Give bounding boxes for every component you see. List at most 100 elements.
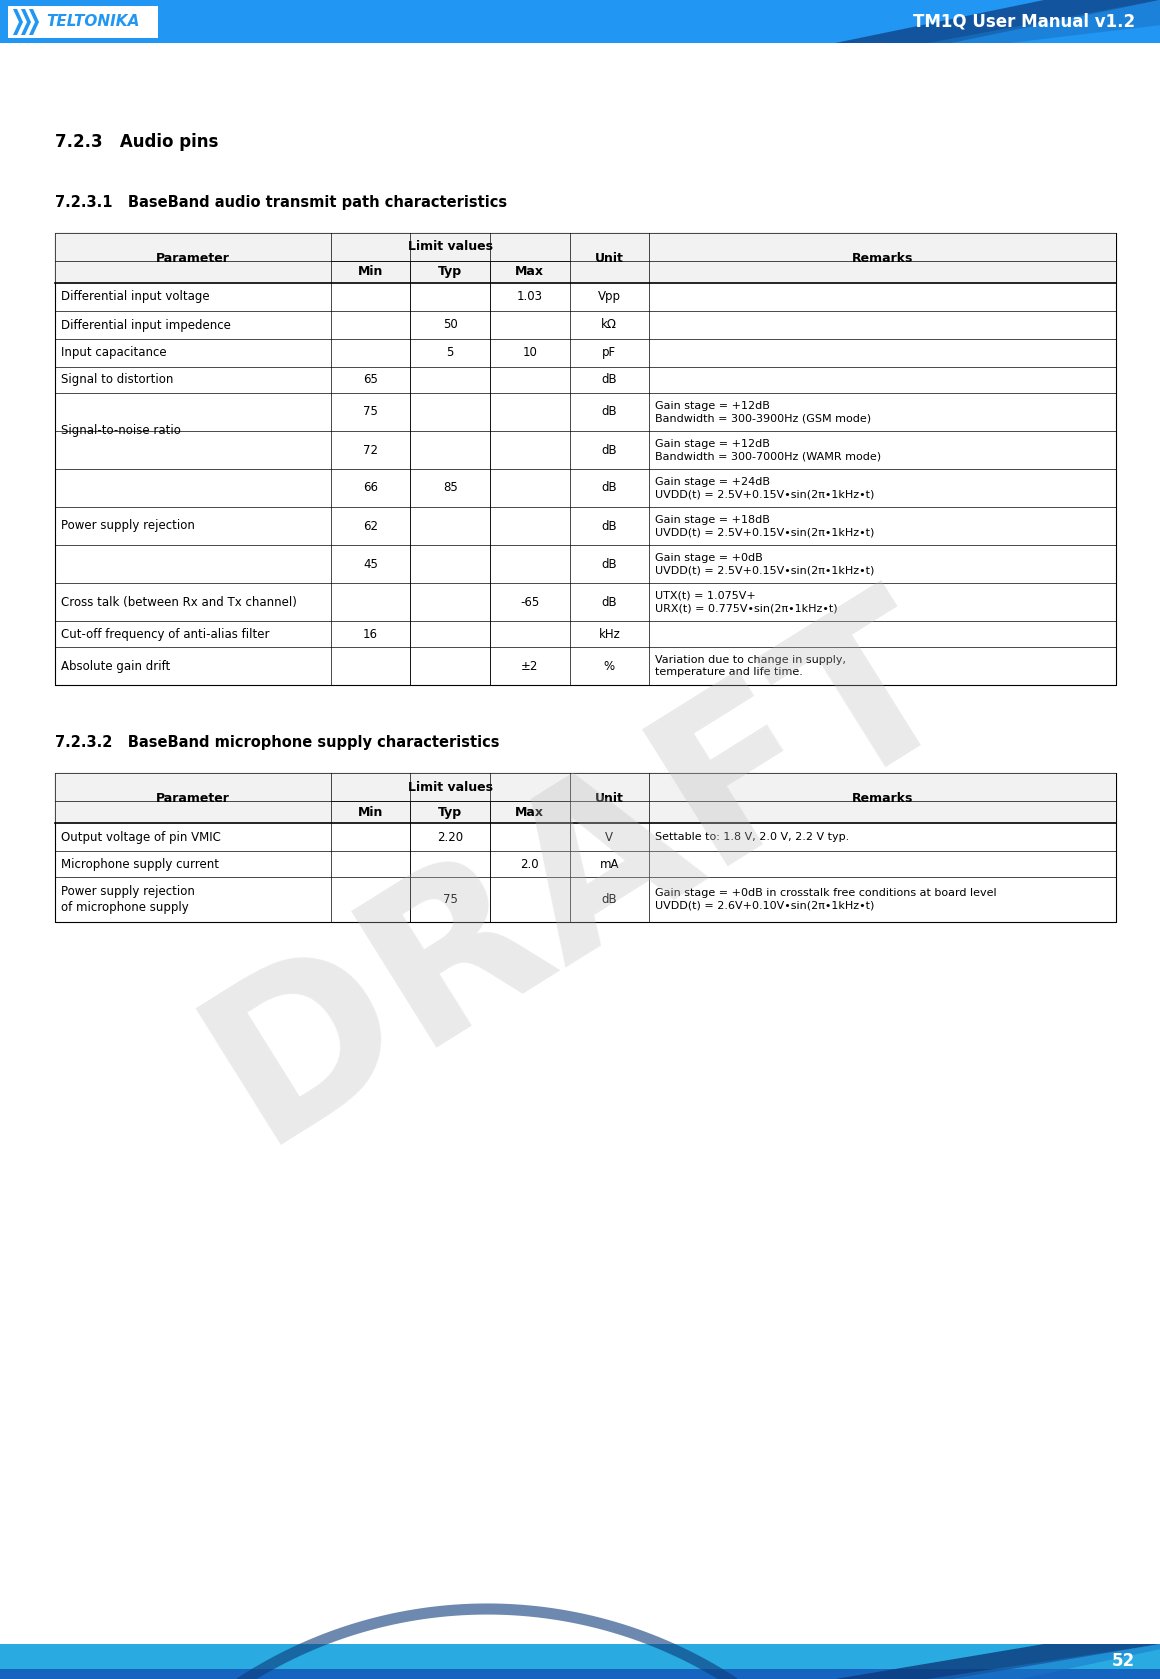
Bar (55, 772, 1116, 823)
Text: dB: dB (602, 893, 617, 907)
Bar (499, 0, 510, 44)
Bar (812, 0, 824, 44)
Text: 75: 75 (443, 893, 458, 907)
Bar (522, 0, 534, 44)
Text: 7.2.3.2   BaseBand microphone supply characteristics: 7.2.3.2 BaseBand microphone supply chara… (55, 735, 500, 751)
Bar (684, 0, 696, 44)
Bar (244, 0, 255, 44)
Text: 16: 16 (363, 628, 378, 640)
Text: Microphone supply current: Microphone supply current (61, 858, 219, 870)
Bar (197, 0, 209, 44)
Text: Gain stage = +12dB
Bandwidth = 300-3900Hz (GSM mode): Gain stage = +12dB Bandwidth = 300-3900H… (655, 401, 871, 423)
Bar (429, 0, 441, 44)
Bar (800, 0, 812, 44)
Bar (476, 0, 487, 44)
Bar (835, 0, 847, 44)
Bar (128, 0, 139, 44)
Text: 7.2.3   Audio pins: 7.2.3 Audio pins (55, 133, 218, 151)
Text: kΩ: kΩ (601, 319, 617, 331)
Bar (661, 0, 673, 44)
Text: 50: 50 (443, 319, 457, 331)
Text: dB: dB (602, 406, 617, 418)
Bar (1102, 0, 1114, 44)
Text: Gain stage = +18dB
UVDD(t) = 2.5V+0.15V•sin(2π•1kHz•t): Gain stage = +18dB UVDD(t) = 2.5V+0.15V•… (655, 514, 875, 537)
Text: 10: 10 (522, 346, 537, 359)
Bar (847, 0, 858, 44)
Text: Parameter: Parameter (155, 252, 230, 265)
Bar (70, 0, 81, 44)
Bar (940, 0, 951, 44)
Bar (209, 0, 220, 44)
Bar (220, 0, 232, 44)
Polygon shape (835, 1644, 1160, 1679)
Bar (1148, 0, 1160, 44)
Bar (789, 0, 800, 44)
Bar (893, 0, 905, 44)
Bar (545, 0, 557, 44)
Bar (406, 0, 418, 44)
Bar (754, 0, 766, 44)
Text: Min: Min (358, 806, 383, 818)
Bar (0, 1644, 1160, 1679)
Bar (1032, 0, 1044, 44)
Text: 85: 85 (443, 482, 457, 495)
Bar (55, 233, 1116, 685)
Bar (162, 0, 174, 44)
Bar (1079, 0, 1090, 44)
Bar (325, 0, 336, 44)
Polygon shape (928, 1644, 1160, 1679)
Bar (0, 0, 12, 44)
Text: Gain stage = +0dB in crosstalk free conditions at board level
UVDD(t) = 2.6V+0.1: Gain stage = +0dB in crosstalk free cond… (655, 888, 996, 912)
Text: 2.0: 2.0 (521, 858, 539, 870)
Bar (580, 0, 592, 44)
Bar (986, 0, 998, 44)
Bar (557, 0, 568, 44)
Text: Limit values: Limit values (407, 781, 493, 794)
Text: Gain stage = +12dB
Bandwidth = 300-7000Hz (WAMR mode): Gain stage = +12dB Bandwidth = 300-7000H… (655, 438, 882, 462)
Bar (1009, 0, 1021, 44)
Bar (882, 0, 893, 44)
Text: Unit: Unit (595, 791, 624, 804)
Bar (93, 0, 104, 44)
Bar (870, 0, 882, 44)
Text: Unit: Unit (595, 252, 624, 265)
Text: 1.03: 1.03 (517, 290, 543, 304)
Text: Cross talk (between Rx and Tx channel): Cross talk (between Rx and Tx channel) (61, 596, 297, 608)
Bar (638, 0, 650, 44)
Text: Typ: Typ (438, 806, 463, 818)
Text: Differential input voltage: Differential input voltage (61, 290, 210, 304)
Bar (336, 0, 348, 44)
Bar (348, 0, 360, 44)
Bar (441, 0, 452, 44)
Text: Min: Min (358, 265, 383, 279)
Bar (23, 0, 35, 44)
Bar (35, 0, 46, 44)
Text: Power supply rejection: Power supply rejection (61, 519, 195, 532)
Bar (232, 0, 244, 44)
Bar (626, 0, 638, 44)
Bar (394, 0, 406, 44)
Bar (673, 0, 684, 44)
Text: dB: dB (602, 596, 617, 608)
Text: Max: Max (515, 806, 544, 818)
Text: Typ: Typ (438, 265, 463, 279)
Bar (731, 0, 742, 44)
Bar (186, 0, 197, 44)
Bar (1067, 0, 1079, 44)
Bar (0, 1669, 1160, 1679)
Text: dB: dB (602, 373, 617, 386)
Bar (1056, 0, 1067, 44)
Text: Remarks: Remarks (851, 791, 913, 804)
Bar (1021, 0, 1032, 44)
Text: 5: 5 (447, 346, 454, 359)
Text: Max: Max (515, 265, 544, 279)
Bar (313, 0, 325, 44)
Bar (974, 0, 986, 44)
Text: dB: dB (602, 557, 617, 571)
Bar (998, 0, 1009, 44)
Bar (452, 0, 464, 44)
Text: Settable to: 1.8 V, 2.0 V, 2.2 V typ.: Settable to: 1.8 V, 2.0 V, 2.2 V typ. (655, 833, 849, 841)
Text: Input capacitance: Input capacitance (61, 346, 167, 359)
Text: Remarks: Remarks (851, 252, 913, 265)
Bar (255, 0, 267, 44)
